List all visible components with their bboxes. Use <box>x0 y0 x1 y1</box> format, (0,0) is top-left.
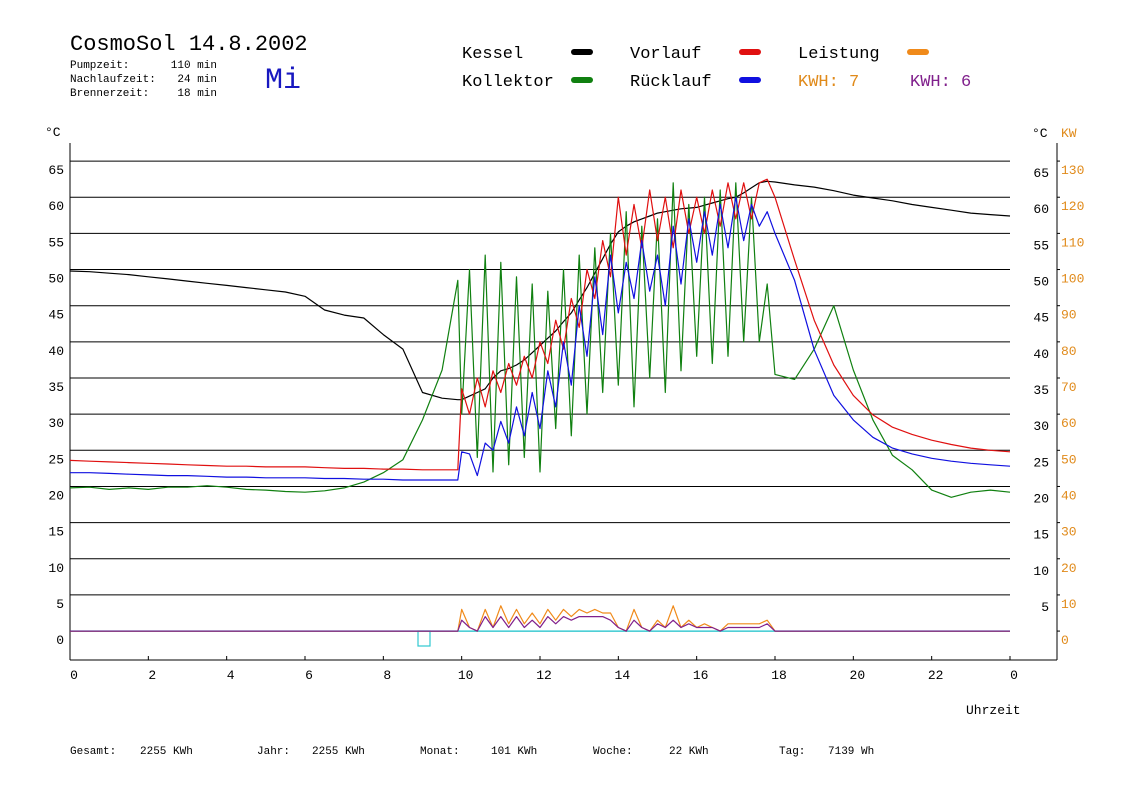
y-axis-label: °C <box>45 125 61 140</box>
y2-tick-label: 120 <box>1061 199 1084 214</box>
stat-label: Nachlaufzeit: <box>70 74 156 86</box>
y-tick-label-right: 35 <box>1033 383 1049 398</box>
y-tick-label: 5 <box>56 597 64 612</box>
y-tick-label-right: 55 <box>1033 238 1049 253</box>
stat-label: Brennerzeit: <box>70 88 149 100</box>
x-tick-label: 8 <box>383 668 391 683</box>
series-line <box>69 178 1011 471</box>
weekday: Mi <box>265 64 301 98</box>
legend-label: Kollektor <box>462 73 554 92</box>
y-tick-label-right: 25 <box>1033 455 1049 470</box>
series-line <box>70 196 1011 481</box>
x-tick-label: 4 <box>227 668 235 683</box>
footer-value: 101 KWh <box>491 746 537 758</box>
y2-tick-label: 80 <box>1061 344 1077 359</box>
x-tick-label: 12 <box>536 668 552 683</box>
y2-axis-label: KW <box>1061 126 1077 141</box>
y-tick-label-right: 65 <box>1033 166 1049 181</box>
y-tick-label-right: 10 <box>1033 564 1049 579</box>
stat-label: Pumpzeit: <box>70 60 129 72</box>
legend-label: Rücklauf <box>630 73 712 92</box>
y-tick-label-right: 5 <box>1041 600 1049 615</box>
y-tick-label: 25 <box>48 452 64 467</box>
x-tick-label: 2 <box>148 668 156 683</box>
y2-tick-label: 20 <box>1061 561 1077 576</box>
y-tick-label: 65 <box>48 163 64 178</box>
y-tick-label: 15 <box>48 525 64 540</box>
x-tick-label: 22 <box>928 668 944 683</box>
stat-value: 24 min <box>177 74 217 86</box>
y2-tick-label: 10 <box>1061 597 1077 612</box>
x-tick-label: 16 <box>693 668 709 683</box>
x-tick-label: 14 <box>615 668 631 683</box>
y-tick-label-right: 40 <box>1033 347 1049 362</box>
y2-tick-label: 130 <box>1061 163 1084 178</box>
y2-tick-label: 90 <box>1061 308 1077 323</box>
x-tick-label: 10 <box>458 668 474 683</box>
x-axis-label: Uhrzeit <box>966 703 1021 718</box>
x-tick-label: 18 <box>771 668 787 683</box>
y-tick-label: 30 <box>48 416 64 431</box>
y-tick-label: 50 <box>48 272 64 287</box>
y2-tick-label: 30 <box>1061 525 1077 540</box>
series-line <box>70 616 1010 632</box>
y-tick-label: 20 <box>48 488 64 503</box>
y2-tick-label: 50 <box>1061 452 1077 467</box>
y-tick-label-right: 20 <box>1033 491 1049 506</box>
y-tick-label: 0 <box>56 633 64 648</box>
footer-label: Woche: <box>593 746 633 758</box>
legend-label: Leistung <box>798 45 880 64</box>
legend-label: Kessel <box>462 45 523 64</box>
x-tick-label: 0 <box>70 668 78 683</box>
footer-value: 22 KWh <box>669 746 709 758</box>
y-tick-label: 60 <box>48 199 64 214</box>
y-tick-label-right: 50 <box>1033 275 1049 290</box>
x-tick-label: 0 <box>1010 668 1018 683</box>
annotation: KWH: 6 <box>910 73 971 92</box>
annotation: KWH: 7 <box>798 73 859 92</box>
y2-tick-label: 70 <box>1061 380 1077 395</box>
y2-tick-label: 0 <box>1061 633 1069 648</box>
y-tick-label-right: 60 <box>1033 202 1049 217</box>
footer-value: 7139 Wh <box>828 746 874 758</box>
footer-label: Monat: <box>420 746 460 758</box>
y-tick-label: 55 <box>48 235 64 250</box>
footer-value: 2255 KWh <box>140 746 193 758</box>
y-tick-label: 45 <box>48 308 64 323</box>
stat-value: 18 min <box>177 88 217 100</box>
footer-label: Jahr: <box>257 746 290 758</box>
chart-title: CosmoSol 14.8.2002 <box>70 32 308 57</box>
y-tick-label: 40 <box>48 344 64 359</box>
y-tick-label-right: 15 <box>1033 528 1049 543</box>
y-tick-label: 10 <box>48 561 64 576</box>
footer-value: 2255 KWh <box>312 746 365 758</box>
x-tick-label: 20 <box>850 668 866 683</box>
y2-tick-label: 110 <box>1061 235 1084 250</box>
y-tick-label-right: 30 <box>1033 419 1049 434</box>
stat-value: 110 min <box>171 60 217 72</box>
legend-label: Vorlauf <box>630 45 701 64</box>
footer-label: Tag: <box>779 746 805 758</box>
y-axis-label-right: °C <box>1032 126 1048 141</box>
y2-tick-label: 100 <box>1061 272 1084 287</box>
series-line <box>69 180 1011 401</box>
y-tick-label: 35 <box>48 380 64 395</box>
y2-tick-label: 40 <box>1061 488 1077 503</box>
footer-label: Gesamt: <box>70 746 116 758</box>
y-tick-label-right: 45 <box>1033 311 1049 326</box>
y2-tick-label: 60 <box>1061 416 1077 431</box>
x-tick-label: 6 <box>305 668 313 683</box>
